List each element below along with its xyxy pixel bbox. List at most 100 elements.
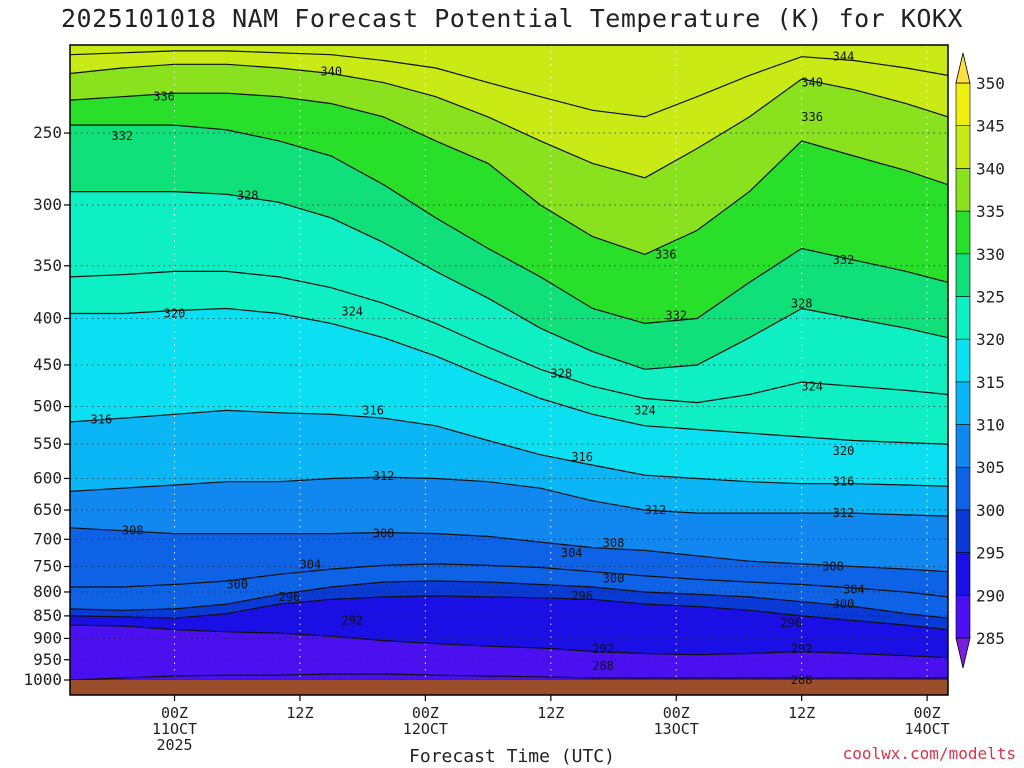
contour-label-308: 308 bbox=[603, 536, 625, 550]
x-tick-label: 12Z bbox=[286, 704, 313, 722]
theta-band-308 bbox=[70, 477, 948, 572]
colorbar-segment bbox=[955, 424, 971, 468]
x-tick-label: 00Z bbox=[663, 704, 690, 722]
colorbar-tick-label: 290 bbox=[976, 586, 1005, 605]
contour-label-text: 288 bbox=[592, 659, 614, 673]
contour-label-340: 340 bbox=[320, 65, 342, 79]
y-tick-label: 300 bbox=[33, 195, 62, 214]
colorbar-tick-label: 300 bbox=[976, 501, 1005, 520]
contour-label-332: 332 bbox=[833, 253, 855, 267]
contour-label-324: 324 bbox=[341, 305, 363, 319]
contour-label-text: 340 bbox=[320, 65, 342, 79]
colorbar-tick-label: 305 bbox=[976, 458, 1005, 477]
y-tick-label: 350 bbox=[33, 256, 62, 275]
contour-label-text: 292 bbox=[791, 642, 813, 656]
contour-label-316: 316 bbox=[91, 413, 113, 427]
contour-label-288: 288 bbox=[791, 673, 813, 687]
credit-link[interactable]: coolwx.com/modelts bbox=[842, 744, 1016, 763]
contour-label-308: 308 bbox=[373, 527, 395, 541]
y-tick-label: 400 bbox=[33, 308, 62, 327]
colorbar-top-arrow bbox=[955, 52, 971, 84]
contour-label-340: 340 bbox=[801, 76, 823, 90]
contour-label-text: 316 bbox=[571, 450, 593, 464]
colorbar-segment bbox=[955, 253, 971, 297]
y-tick-label: 650 bbox=[33, 500, 62, 519]
colorbar-segment bbox=[955, 552, 971, 596]
contour-label-320: 320 bbox=[833, 444, 855, 458]
contour-label-text: 308 bbox=[373, 527, 395, 541]
colorbar-tick-label: 350 bbox=[976, 74, 1005, 93]
contour-label-text: 316 bbox=[833, 475, 855, 489]
y-tick-label: 250 bbox=[33, 123, 62, 142]
colorbar-tick-label: 335 bbox=[976, 202, 1005, 221]
contour-label-text: 336 bbox=[801, 110, 823, 124]
x-tick-label: 12Z bbox=[788, 704, 815, 722]
theta-band-320 bbox=[70, 271, 948, 445]
contour-label-text: 300 bbox=[226, 577, 248, 591]
theta-fill-layer bbox=[70, 45, 948, 695]
y-tick-label: 600 bbox=[33, 468, 62, 487]
colorbar-bottom-arrow bbox=[955, 637, 971, 669]
x-tick-label: 14OCT bbox=[905, 720, 950, 738]
isentrope-lines-layer bbox=[70, 50, 948, 681]
y-tick-label: 450 bbox=[33, 355, 62, 374]
y-tick-label: 1000 bbox=[23, 670, 62, 689]
contour-label-text: 340 bbox=[801, 76, 823, 90]
contour-label-text: 312 bbox=[373, 469, 395, 483]
colorbar-segment bbox=[955, 296, 971, 340]
contour-label-text: 288 bbox=[791, 673, 813, 687]
contour-label-328: 328 bbox=[237, 189, 259, 203]
contour-label-304: 304 bbox=[300, 557, 322, 571]
contour-label-text: 296 bbox=[279, 590, 301, 604]
contour-label-text: 320 bbox=[164, 307, 186, 321]
theta-band-288 bbox=[70, 625, 948, 680]
colorbar-segment bbox=[955, 168, 971, 212]
contour-label-text: 300 bbox=[833, 597, 855, 611]
ground-layer bbox=[70, 680, 948, 695]
isentrope-292 bbox=[70, 624, 948, 659]
contour-label-300: 300 bbox=[603, 571, 625, 585]
y-tick-label: 900 bbox=[33, 628, 62, 647]
contour-label-312: 312 bbox=[373, 469, 395, 483]
contour-label-text: 328 bbox=[791, 296, 813, 310]
contour-label-344: 344 bbox=[833, 50, 855, 64]
isentrope-340 bbox=[70, 63, 948, 179]
colorbar-tick-label: 340 bbox=[976, 159, 1005, 178]
contour-label-text: 336 bbox=[153, 90, 175, 104]
contour-label-312: 312 bbox=[644, 503, 666, 517]
colorbar-segment bbox=[955, 595, 971, 639]
contour-label-332: 332 bbox=[111, 129, 133, 143]
x-tick-label: 13OCT bbox=[654, 720, 699, 738]
contour-label-296: 296 bbox=[571, 589, 593, 603]
y-tick-label: 500 bbox=[33, 397, 62, 416]
ground-surface bbox=[70, 680, 948, 695]
y-tick-label: 950 bbox=[33, 650, 62, 669]
colorbar-tick-label: 315 bbox=[976, 373, 1005, 392]
contour-labels-layer: 340 336 332 328 320 324 316 316 312 308 308 304 300 2… bbox=[91, 50, 865, 687]
contour-label-text: 344 bbox=[833, 50, 855, 64]
contour-label-332: 332 bbox=[665, 309, 687, 323]
isentrope-344 bbox=[70, 50, 948, 118]
contour-label-312: 312 bbox=[833, 506, 855, 520]
contour-label-316: 316 bbox=[571, 450, 593, 464]
contour-label-text: 328 bbox=[237, 189, 259, 203]
colorbar-tick-label: 345 bbox=[976, 117, 1005, 136]
x-tick-label: 11OCT bbox=[152, 720, 197, 738]
isentrope-320 bbox=[70, 307, 948, 445]
x-tick-label: 2025 bbox=[156, 736, 192, 754]
isentrope-300 bbox=[70, 580, 948, 619]
theta-band-304 bbox=[70, 527, 948, 597]
contour-label-296: 296 bbox=[279, 590, 301, 604]
contour-label-text: 332 bbox=[833, 253, 855, 267]
theta-band-316 bbox=[70, 308, 948, 487]
isentrope-332 bbox=[70, 124, 948, 325]
theta-band-300 bbox=[70, 563, 948, 619]
contour-label-text: 312 bbox=[833, 506, 855, 520]
contour-label-300: 300 bbox=[226, 577, 248, 591]
contour-label-text: 308 bbox=[603, 536, 625, 550]
colorbar: 285 290 295 300 305 310 315 320 325 330 335 340 345 3… bbox=[955, 52, 1005, 669]
isentrope-288 bbox=[70, 673, 948, 681]
y-tick-label: 850 bbox=[33, 606, 62, 625]
contour-label-text: 328 bbox=[550, 367, 572, 381]
